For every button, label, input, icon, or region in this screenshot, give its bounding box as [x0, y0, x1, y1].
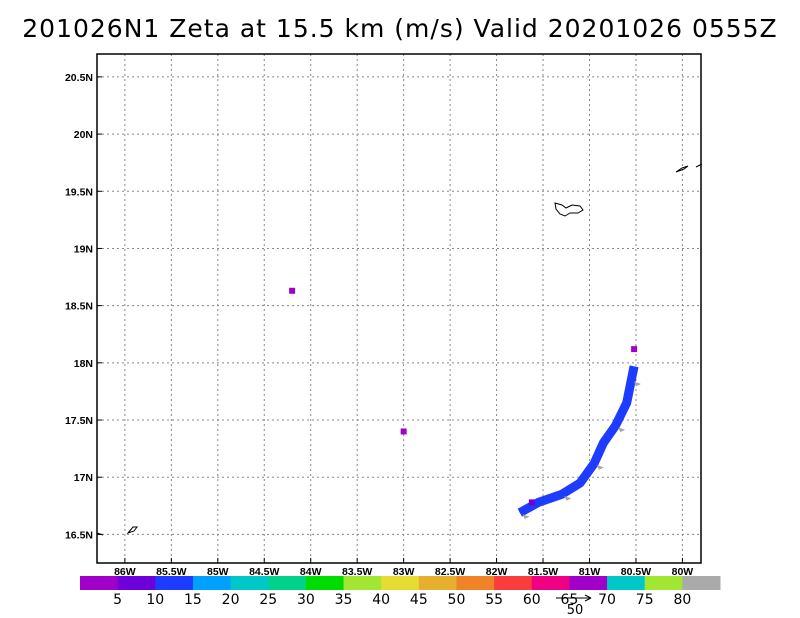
grand-cayman-coastline [554, 202, 584, 217]
colorbar-swatch [192, 576, 232, 590]
colorbar-label: 75 [636, 592, 654, 608]
colorbar-swatch [80, 576, 119, 590]
colorbar-swatch [456, 576, 495, 590]
colorbar-label: 60 [523, 592, 541, 608]
map-frame [96, 53, 702, 564]
colorbar-label: 80 [673, 592, 691, 608]
lat-tick-label: 16.5N [65, 529, 93, 541]
lat-tick-label: 19.5N [65, 186, 93, 198]
lat-tick-label: 17.5N [65, 415, 93, 427]
lat-tick-label: 17N [74, 472, 93, 484]
colorbar-swatch [418, 576, 457, 590]
colorbar-swatch [569, 576, 608, 590]
lon-tick-label: 85W [207, 566, 229, 578]
longitude-labels: 86W 85.5W 85W 84.5W 84W 83.5W 83W 82.5W 82W 81.5W… [114, 566, 693, 578]
map-title: 201026N1 Zeta at 15.5 km (m/s) Valid 202… [22, 14, 778, 43]
wind-vector [522, 514, 530, 520]
lon-tick-label: 81.5W [528, 566, 558, 578]
lon-tick-label: 84W [300, 566, 322, 578]
lon-tick-label: 81W [579, 566, 601, 578]
wind-cell [289, 287, 296, 294]
reference-arrow-head [584, 594, 592, 602]
coastline-layer [96, 163, 703, 536]
wind-vector [618, 427, 626, 433]
colorbar-label: 40 [372, 592, 390, 608]
colorbar-label: 30 [297, 592, 315, 608]
colorbar-label: 5 [113, 592, 122, 608]
reference-vector-label: 50 [567, 603, 584, 618]
colorbar-swatch [230, 576, 269, 590]
colorbar-label: 70 [598, 592, 616, 608]
reference-vector: 50 [556, 594, 592, 618]
wind-swath [517, 365, 639, 517]
wind-vector [633, 381, 641, 387]
wind-cell [400, 428, 407, 435]
wind-vector [564, 495, 572, 501]
colorbar-swatch [305, 576, 345, 590]
colorbar-label: 35 [335, 592, 353, 608]
colorbar-label: 65 [560, 592, 578, 608]
colorbar-swatch [381, 576, 420, 590]
lat-tick-label: 20N [74, 129, 93, 141]
colorbar: 5 10 15 20 25 30 35 40 45 50 55 60 65 70 75 80 [80, 576, 721, 608]
lon-tick-label: 82.5W [435, 566, 465, 578]
colorbar-label: 10 [146, 592, 164, 608]
lon-tick-label: 80W [672, 566, 694, 578]
colorbar-swatch [644, 576, 683, 590]
lon-tick-label: 83.5W [342, 566, 372, 578]
colorbar-label: 15 [184, 592, 202, 608]
swan-island-coastline [126, 526, 138, 535]
cuba-coastline [675, 165, 689, 173]
lat-tick-label: 18N [74, 358, 93, 370]
wind-cell [528, 499, 535, 506]
colorbar-swatch [531, 576, 570, 590]
colorbar-swatch [117, 576, 156, 590]
lon-tick-label: 86W [114, 566, 136, 578]
colorbar-swatch [682, 576, 721, 590]
wind-cell [631, 346, 638, 353]
latitude-labels: 16.5N 17N 17.5N 18N 18.5N 19N 19.5N 20N 20.5N [65, 72, 93, 542]
honduras-coastline [96, 532, 104, 536]
colorbar-swatch [155, 576, 194, 590]
lon-tick-label: 85.5W [156, 566, 186, 578]
lat-tick-label: 19N [74, 243, 93, 255]
lon-tick-label: 84.5W [249, 566, 279, 578]
lon-tick-label: 82W [486, 566, 508, 578]
colorbar-label: 55 [485, 592, 503, 608]
colorbar-label: 20 [222, 592, 240, 608]
colorbar-label: 25 [259, 592, 277, 608]
wind-field-layer [289, 287, 641, 520]
colorbar-swatch [607, 576, 646, 590]
colorbar-swatch [494, 576, 533, 590]
lat-tick-label: 20.5N [65, 72, 93, 84]
lat-tick-label: 18.5N [65, 301, 93, 313]
wind-vector [596, 465, 604, 470]
colorbar-label: 45 [410, 592, 428, 608]
lon-tick-label: 83W [393, 566, 415, 578]
colorbar-swatch [343, 576, 382, 590]
colorbar-label: 50 [448, 592, 466, 608]
graticule [97, 54, 701, 563]
colorbar-swatch [268, 576, 307, 590]
lon-tick-label: 80.5W [621, 566, 651, 578]
